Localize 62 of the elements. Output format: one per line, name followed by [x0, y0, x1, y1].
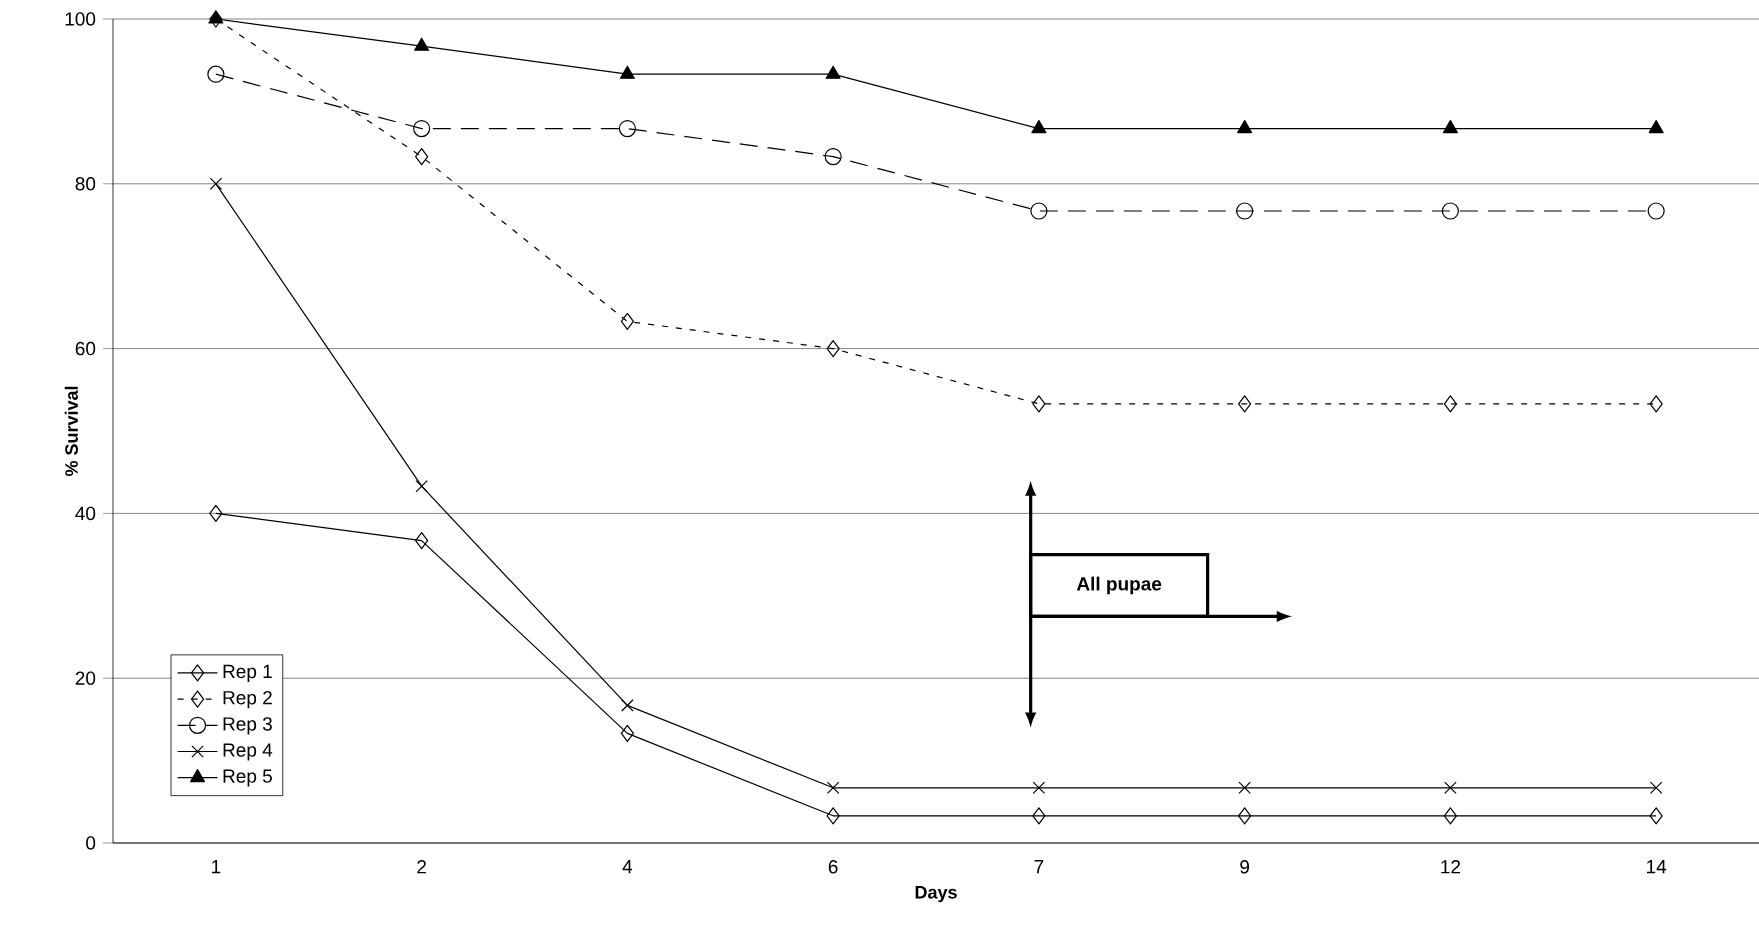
point	[1443, 807, 1457, 825]
y-tick-label: 0	[86, 836, 96, 850]
point	[824, 148, 842, 166]
x-tick-label: 1	[212, 860, 221, 874]
point	[1032, 395, 1046, 413]
point	[1441, 202, 1459, 220]
point	[620, 724, 634, 743]
x-tick-label: 2	[417, 860, 426, 874]
y-tick-label: 40	[75, 506, 96, 521]
y-tick-label: 60	[75, 341, 96, 356]
point	[1444, 781, 1457, 795]
point	[413, 119, 431, 138]
point	[1238, 807, 1252, 825]
point	[415, 148, 429, 166]
point	[209, 10, 223, 28]
point	[620, 312, 634, 330]
x-tick-label: 7	[1034, 860, 1044, 874]
y-tick-label: 100	[65, 12, 96, 26]
point	[1237, 119, 1253, 134]
x-tick-label: 6	[828, 860, 838, 874]
point	[1442, 119, 1458, 134]
point	[826, 340, 840, 358]
point	[1648, 119, 1664, 134]
x-tick-label: 4	[622, 860, 633, 874]
x-axis-title: Days	[915, 886, 957, 903]
point	[1649, 781, 1663, 795]
y-tick-label: 80	[75, 177, 96, 191]
point	[414, 37, 430, 51]
legend-label: Rep 2	[223, 690, 272, 709]
point	[1238, 395, 1252, 413]
annotation: All pupae	[1076, 576, 1162, 595]
x-tick-label: 9	[1240, 860, 1250, 874]
point	[1030, 202, 1048, 220]
point	[1236, 202, 1254, 220]
point	[208, 10, 224, 24]
y-axis-title: % Survival	[64, 386, 78, 477]
legend-label: Rep 1	[223, 664, 272, 682]
y-tick-label: 20	[75, 671, 96, 685]
point	[619, 65, 635, 79]
point	[209, 177, 223, 191]
point	[1238, 781, 1251, 795]
point	[1649, 807, 1663, 825]
point	[826, 781, 840, 795]
x-tick-label: 12	[1441, 860, 1461, 874]
point	[1031, 119, 1047, 134]
point	[207, 65, 225, 83]
x-tick-label: 14	[1647, 860, 1667, 874]
point	[415, 479, 428, 493]
point	[415, 531, 429, 550]
legend-label: Rep 4	[223, 743, 273, 761]
legend-label: Rep 3	[223, 717, 272, 735]
point	[826, 807, 840, 825]
point	[618, 119, 636, 138]
point	[825, 65, 841, 79]
point	[1032, 807, 1046, 825]
point	[621, 699, 634, 712]
point	[209, 504, 223, 522]
legend-label: Rep 5	[223, 769, 272, 787]
point	[1032, 781, 1046, 795]
point	[1649, 395, 1663, 413]
point	[1647, 202, 1665, 220]
point	[1443, 395, 1457, 413]
